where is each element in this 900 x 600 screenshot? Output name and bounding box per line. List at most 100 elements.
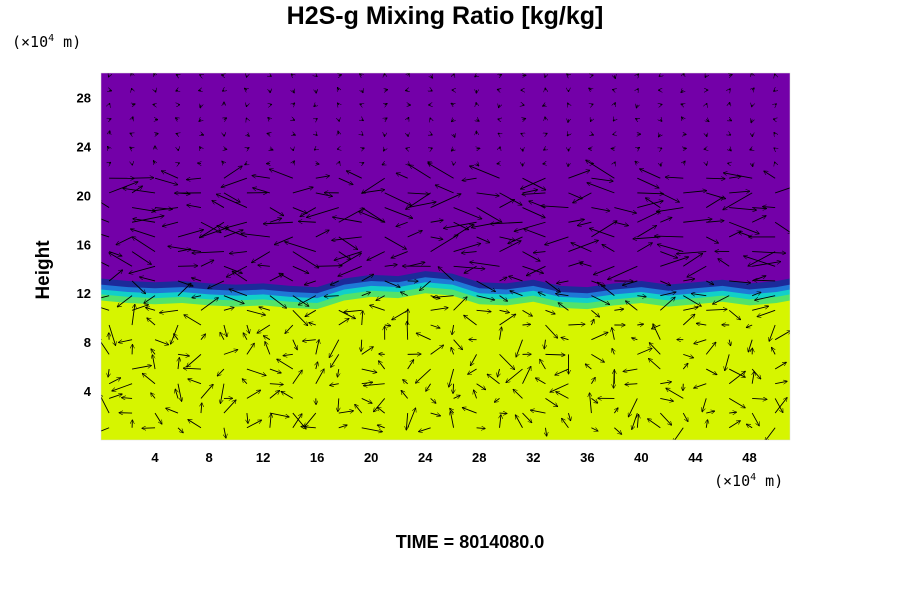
- velocity-arrow: [184, 315, 202, 326]
- velocity-arrow: [376, 295, 385, 301]
- velocity-arrow: [540, 359, 546, 370]
- velocity-arrow: [223, 350, 238, 355]
- velocity-arrow: [229, 252, 247, 254]
- velocity-arrow: [614, 369, 615, 388]
- velocity-arrow: [522, 265, 544, 273]
- velocity-arrow: [410, 165, 431, 179]
- velocity-arrow: [522, 309, 533, 316]
- velocity-arrow: [220, 383, 225, 404]
- velocity-arrow: [438, 267, 454, 282]
- velocity-arrow: [580, 263, 592, 267]
- velocity-arrow: [499, 105, 500, 108]
- velocity-arrow: [752, 398, 767, 399]
- velocity-arrow: [338, 411, 354, 413]
- velocity-arrow: [713, 295, 730, 305]
- velocity-arrow: [522, 207, 546, 218]
- velocity-arrow: [293, 103, 295, 105]
- velocity-arrow: [283, 354, 293, 355]
- x-tick-label: 12: [256, 450, 270, 465]
- velocity-arrow: [464, 265, 477, 273]
- velocity-arrow: [541, 206, 569, 208]
- velocity-arrow: [200, 221, 221, 232]
- velocity-arrow: [628, 398, 638, 416]
- velocity-arrow: [683, 307, 698, 311]
- velocity-arrow: [269, 218, 282, 223]
- velocity-arrow: [186, 178, 202, 179]
- velocity-arrow: [556, 294, 569, 296]
- x-tick-label: 32: [526, 450, 540, 465]
- velocity-arrow: [316, 118, 318, 119]
- velocity-arrow: [192, 278, 202, 282]
- velocity-arrow: [499, 314, 516, 326]
- velocity-arrow: [292, 207, 307, 214]
- velocity-arrow: [591, 280, 605, 286]
- velocity-arrow: [538, 292, 546, 297]
- velocity-arrow: [293, 90, 294, 93]
- velocity-arrow: [246, 309, 266, 315]
- velocity-arrow: [269, 412, 289, 417]
- velocity-arrow: [612, 90, 614, 91]
- velocity-arrow: [224, 149, 227, 150]
- velocity-arrow: [649, 359, 661, 370]
- velocity-arrow: [729, 75, 732, 76]
- velocity-arrow: [101, 307, 110, 311]
- velocity-arrow: [332, 236, 362, 240]
- velocity-arrow: [763, 207, 776, 208]
- velocity-arrow: [132, 178, 154, 179]
- velocity-arrow: [545, 280, 560, 292]
- velocity-arrow: [406, 413, 407, 430]
- velocity-arrow: [246, 420, 262, 429]
- velocity-arrow: [292, 339, 297, 350]
- velocity-arrow: [431, 90, 433, 91]
- velocity-arrow: [476, 280, 496, 292]
- velocity-arrow: [729, 191, 750, 193]
- velocity-arrow: [101, 427, 110, 432]
- velocity-arrow: [330, 384, 339, 386]
- velocity-arrow: [246, 118, 247, 119]
- velocity-arrow: [562, 418, 569, 429]
- velocity-arrow: [728, 371, 745, 385]
- velocity-arrow: [361, 397, 372, 403]
- velocity-arrow: [285, 242, 316, 253]
- velocity-arrow: [468, 368, 477, 374]
- velocity-arrow: [154, 339, 169, 345]
- velocity-arrow: [407, 360, 414, 370]
- velocity-arrow: [406, 148, 408, 149]
- velocity-arrow: [362, 311, 363, 326]
- velocity-arrow: [725, 354, 730, 370]
- velocity-arrow: [474, 390, 477, 399]
- velocity-arrow: [430, 345, 444, 355]
- velocity-arrow: [729, 89, 730, 90]
- velocity-arrow: [544, 149, 546, 150]
- velocity-arrow: [361, 339, 362, 352]
- velocity-arrow: [247, 134, 249, 136]
- velocity-arrow: [161, 171, 179, 179]
- velocity-arrow: [706, 134, 707, 136]
- velocity-arrow: [729, 134, 731, 135]
- velocity-arrow: [506, 368, 523, 383]
- velocity-arrow: [729, 207, 756, 211]
- x-tick-label: 16: [310, 450, 324, 465]
- velocity-arrow: [637, 225, 656, 238]
- velocity-arrow: [591, 428, 598, 431]
- velocity-arrow: [384, 325, 391, 326]
- velocity-arrow: [636, 105, 637, 108]
- velocity-arrow: [637, 177, 659, 188]
- velocity-arrow: [315, 266, 342, 267]
- velocity-arrow: [450, 408, 454, 414]
- velocity-arrow: [665, 177, 684, 178]
- velocity-arrow: [305, 309, 317, 316]
- velocity-arrow: [346, 171, 362, 179]
- velocity-arrow: [217, 368, 225, 376]
- velocity-arrow: [132, 207, 155, 212]
- velocity-arrow: [361, 207, 385, 223]
- velocity-arrow: [614, 103, 615, 105]
- velocity-arrow: [729, 412, 736, 413]
- velocity-arrow: [415, 368, 431, 383]
- velocity-arrow: [160, 309, 179, 312]
- velocity-arrow: [454, 134, 455, 137]
- velocity-arrow: [623, 369, 638, 371]
- velocity-arrow: [748, 251, 776, 267]
- velocity-arrow: [270, 75, 271, 76]
